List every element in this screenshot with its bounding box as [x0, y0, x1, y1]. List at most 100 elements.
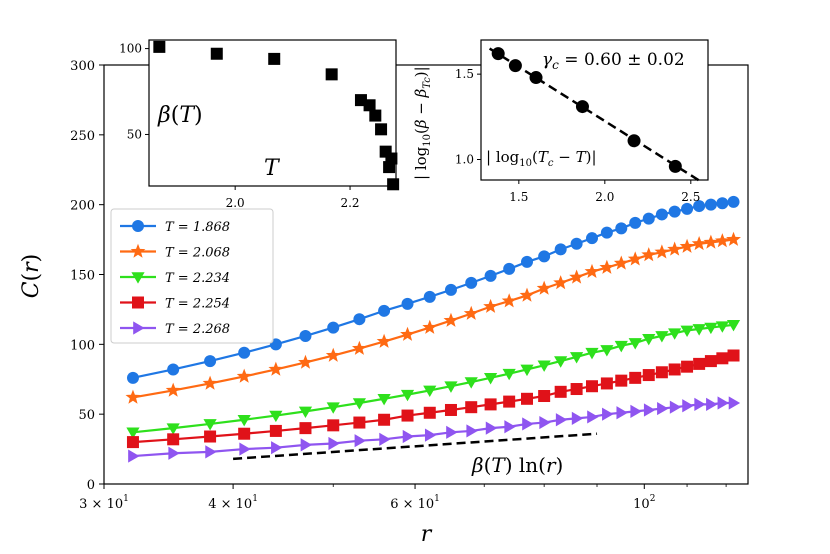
data-point — [444, 283, 457, 296]
inset2-x-tick-label: 2.0 — [595, 190, 614, 204]
main-y-tick-label: 150 — [70, 269, 95, 284]
data-point — [669, 400, 682, 414]
data-point — [353, 416, 366, 429]
data-point — [657, 401, 669, 416]
data-point — [717, 396, 729, 410]
series-0 — [126, 195, 740, 384]
main-y-ticks: 0 50 100 150 200 250 300 — [70, 59, 104, 493]
data-point — [694, 397, 706, 411]
inset1-points — [153, 40, 400, 191]
data-point — [299, 329, 312, 342]
data-point — [554, 385, 567, 398]
data-point — [584, 263, 600, 279]
inset1-y-ticks: 50 100 — [119, 42, 149, 141]
data-point — [353, 313, 366, 326]
inset2-x-tick-label: 2.5 — [681, 190, 700, 204]
inset2-point — [508, 59, 522, 73]
data-point — [376, 333, 392, 348]
legend-item: T = 2.254 — [120, 296, 230, 312]
data-point — [519, 287, 535, 302]
inset-beta-vs-t: 2.0 2.2 50 100 β(T) T — [119, 39, 400, 210]
data-point — [585, 347, 599, 360]
data-point — [641, 247, 657, 262]
inset1-point — [375, 123, 388, 136]
series-2 — [126, 319, 741, 439]
inset1-point — [385, 152, 398, 165]
data-point — [401, 297, 414, 310]
inset2-point — [668, 159, 682, 173]
inset2-points — [491, 47, 682, 173]
inset2-x-ticks: 1.5 2.0 2.5 — [509, 180, 700, 204]
legend-items: T = 1.868 T = 2.068 T = 2.234 T = 2.254 T = … — [120, 220, 230, 337]
data-point — [464, 377, 478, 389]
data-point — [587, 410, 599, 424]
data-point — [630, 404, 642, 418]
main-y-axis-label: C(r) — [19, 254, 44, 299]
data-point — [422, 319, 438, 334]
data-point — [667, 241, 683, 256]
inset1-point — [363, 99, 376, 112]
data-point — [668, 328, 682, 340]
data-point — [628, 338, 642, 350]
inset2-point — [575, 100, 589, 114]
data-point — [483, 373, 498, 385]
data-point — [538, 390, 551, 403]
legend-item: T = 2.268 — [120, 321, 230, 337]
data-point — [271, 441, 283, 455]
legend-marker — [132, 220, 144, 232]
legend: T = 1.868 T = 2.068 T = 2.234 T = 2.254 T = … — [110, 208, 274, 344]
data-point — [400, 326, 415, 341]
main-y-tick-label: 300 — [70, 59, 95, 74]
data-point — [585, 380, 598, 393]
data-point — [679, 238, 695, 253]
data-point — [269, 410, 283, 423]
legend-item: T = 1.868 — [120, 220, 230, 235]
data-point — [423, 385, 437, 398]
data-point — [126, 436, 139, 449]
data-point — [570, 352, 584, 364]
data-point — [600, 377, 613, 390]
inset-critical-exponent: 1.5 2.0 2.5 1.0 1.5 γc = 0.60 ± 0.02 | log1… — [412, 39, 709, 204]
inset1-y-label: β(T) — [157, 103, 203, 128]
data-point — [642, 369, 655, 382]
legend-label: T = 2.254 — [165, 297, 230, 312]
data-point — [716, 352, 729, 365]
main-plot: 3 × 101 4 × 101 6 × 101 102 0 50 100 150 200 250… — [19, 59, 749, 547]
reference-line — [233, 432, 598, 461]
data-point — [327, 419, 340, 432]
data-point — [585, 232, 598, 245]
data-point — [378, 413, 391, 426]
inset1-point — [387, 178, 400, 191]
main-y-tick-label: 100 — [70, 338, 95, 353]
main-y-tick-label: 0 — [87, 478, 95, 493]
data-point — [167, 433, 180, 446]
data-point — [202, 375, 218, 390]
inset1-x-ticks: 2.0 2.2 — [226, 186, 360, 210]
inset1-point — [210, 47, 223, 60]
data-point — [655, 331, 669, 343]
data-point — [727, 195, 740, 208]
main-x-tick-label: 102 — [633, 494, 655, 512]
data-point — [463, 305, 479, 320]
main-x-tick-label: 3 × 101 — [79, 494, 129, 512]
data-point — [553, 275, 569, 290]
data-point — [128, 449, 140, 463]
data-point — [377, 394, 391, 406]
inset1-point — [268, 52, 281, 65]
data-point — [352, 398, 366, 410]
reference-dashed-line — [233, 432, 598, 461]
main-y-tick-label: 250 — [70, 129, 95, 144]
data-point — [655, 208, 668, 221]
data-point — [728, 396, 741, 410]
data-point — [615, 222, 628, 235]
data-point — [236, 368, 252, 383]
inset2-point — [627, 134, 641, 148]
legend-marker — [131, 272, 145, 284]
data-point — [554, 356, 568, 368]
data-point — [522, 417, 534, 431]
data-point — [615, 374, 628, 387]
data-point — [300, 438, 313, 452]
series-4 — [128, 396, 741, 463]
data-point — [571, 411, 584, 425]
data-point — [443, 312, 459, 327]
